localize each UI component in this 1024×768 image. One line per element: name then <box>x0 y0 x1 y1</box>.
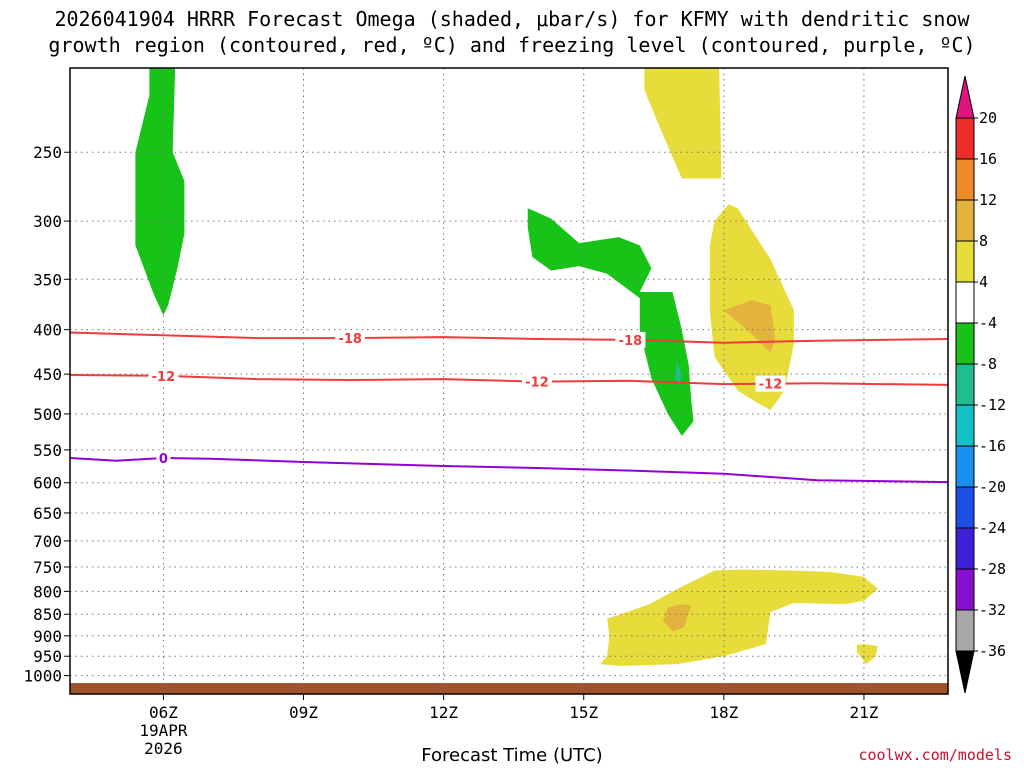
contour-label-background <box>148 367 179 384</box>
colorbar-bin <box>955 199 975 242</box>
y-tick-label: 800 <box>33 582 62 601</box>
y-tick-label: 350 <box>33 270 62 289</box>
x-tick-date-label: 19APR <box>139 721 188 740</box>
temperature-contours <box>70 331 948 484</box>
y-tick-label: 750 <box>33 558 62 577</box>
colorbar-tick-label: -12 <box>979 396 1006 414</box>
contour-label-background <box>335 330 366 347</box>
x-tick-label: 15Z <box>569 703 598 722</box>
x-tick-date-label: 2026 <box>144 739 183 758</box>
y-tick-label: 500 <box>33 405 62 424</box>
contour-labels: -18 -18 -12 -12 -12 0 <box>148 330 786 467</box>
colorbar-bin <box>955 322 975 365</box>
x-tick-label: 09Z <box>289 703 318 722</box>
colorbar-tick-label: -4 <box>979 314 997 332</box>
colorbar: 20 16 12 8 4 -4 -8 -12 -16 -20 -24 -28 -32 -36 <box>955 75 1006 694</box>
plot-frame <box>69 67 949 695</box>
surface-ground-layer <box>70 683 948 694</box>
contour-label-isotherm-0-freezing-level: 0 <box>159 452 168 467</box>
colorbar-tick-label: -32 <box>979 601 1006 619</box>
y-tick-label: 550 <box>33 441 62 460</box>
omega-region-downward-motion-lowlevel <box>600 569 878 666</box>
omega-region-downward-motion-lowlevel-core <box>663 604 692 632</box>
colorbar-tick-label: -28 <box>979 560 1006 578</box>
contour-line-isotherm-0-freezing-level <box>70 456 948 484</box>
omega-region-upward-motion-afternoon <box>527 208 694 436</box>
colorbar-bin <box>955 486 975 529</box>
omega-shading-layer <box>135 68 878 666</box>
y-tick-label: 450 <box>33 365 62 384</box>
credit-link[interactable]: coolwx.com/models <box>858 746 1012 764</box>
x-tick-label: 18Z <box>709 703 738 722</box>
chart-title: 2026041904 HRRR Forecast Omega (shaded, … <box>0 6 1024 58</box>
pressure-axis: 250 300 350 400 450 500 550 600 650 700 750 800 850 9… <box>23 143 70 686</box>
contour-label-background <box>615 331 646 348</box>
colorbar-tick-label: -20 <box>979 478 1006 496</box>
contour-label-background <box>755 375 786 392</box>
ground-surface <box>70 683 948 694</box>
colorbar-tick-label: 20 <box>979 109 997 127</box>
colorbar-bin <box>955 445 975 488</box>
colorbar-tick-label: -36 <box>979 642 1006 660</box>
x-axis-label: Forecast Time (UTC) <box>421 745 603 766</box>
contour-label-background <box>522 373 553 390</box>
y-tick-label: 600 <box>33 474 62 493</box>
chart-title-line-1: 2026041904 HRRR Forecast Omega (shaded, … <box>54 7 970 31</box>
colorbar-top-extension <box>955 75 975 119</box>
colorbar-tick-label: 16 <box>979 150 997 168</box>
x-tick-label: 06Z <box>149 703 178 722</box>
colorbar-bin <box>955 363 975 406</box>
omega-region-upward-motion-early <box>135 68 185 316</box>
x-tick-label: 12Z <box>429 703 458 722</box>
colorbar-bin <box>955 117 975 160</box>
contour-label-background <box>156 450 171 467</box>
y-tick-label: 950 <box>33 647 62 666</box>
colorbar-bin <box>955 568 975 611</box>
contour-label-isotherm-minus-12: -12 <box>759 378 783 393</box>
colorbar-bin <box>955 609 975 652</box>
colorbar-tick-label: -16 <box>979 437 1006 455</box>
y-tick-label: 650 <box>33 504 62 523</box>
omega-region-downward-motion-upper <box>644 68 722 179</box>
colorbar-bin <box>955 281 975 324</box>
x-tick-label: 21Z <box>849 703 878 722</box>
y-tick-label: 900 <box>33 627 62 646</box>
contour-label-isotherm-minus-12: -12 <box>152 370 176 385</box>
contour-line-isotherm-minus-12 <box>70 374 948 386</box>
colorbar-bin <box>955 404 975 447</box>
y-tick-label: 1000 <box>23 667 62 686</box>
colorbar-bin <box>955 240 975 283</box>
y-tick-label: 700 <box>33 532 62 551</box>
colorbar-tick-label: 4 <box>979 273 988 291</box>
colorbar-bin <box>955 527 975 570</box>
colorbar-bottom-extension <box>955 650 975 694</box>
omega-region-upward-motion-core <box>674 361 682 387</box>
y-tick-label: 250 <box>33 143 62 162</box>
colorbar-tick-label: 12 <box>979 191 997 209</box>
y-tick-label: 400 <box>33 321 62 340</box>
contour-label-isotherm-minus-18: -18 <box>338 332 362 347</box>
colorbar-bin <box>955 158 975 201</box>
omega-region-downward-motion-midlevel-core <box>723 300 776 353</box>
colorbar-tick-label: -8 <box>979 355 997 373</box>
omega-region-downward-motion-surface-blob <box>856 644 878 665</box>
contour-label-isotherm-minus-12: -12 <box>525 376 549 391</box>
contour-label-isotherm-minus-18: -18 <box>619 334 643 349</box>
colorbar-tick-label: -24 <box>979 519 1006 537</box>
gridlines <box>70 68 948 694</box>
y-tick-label: 300 <box>33 212 62 231</box>
y-tick-label: 850 <box>33 605 62 624</box>
colorbar-tick-label: 8 <box>979 232 988 250</box>
chart-title-line-2: growth region (contoured, red, ºC) and f… <box>48 33 976 57</box>
contour-line-isotherm-minus-18 <box>70 331 948 344</box>
